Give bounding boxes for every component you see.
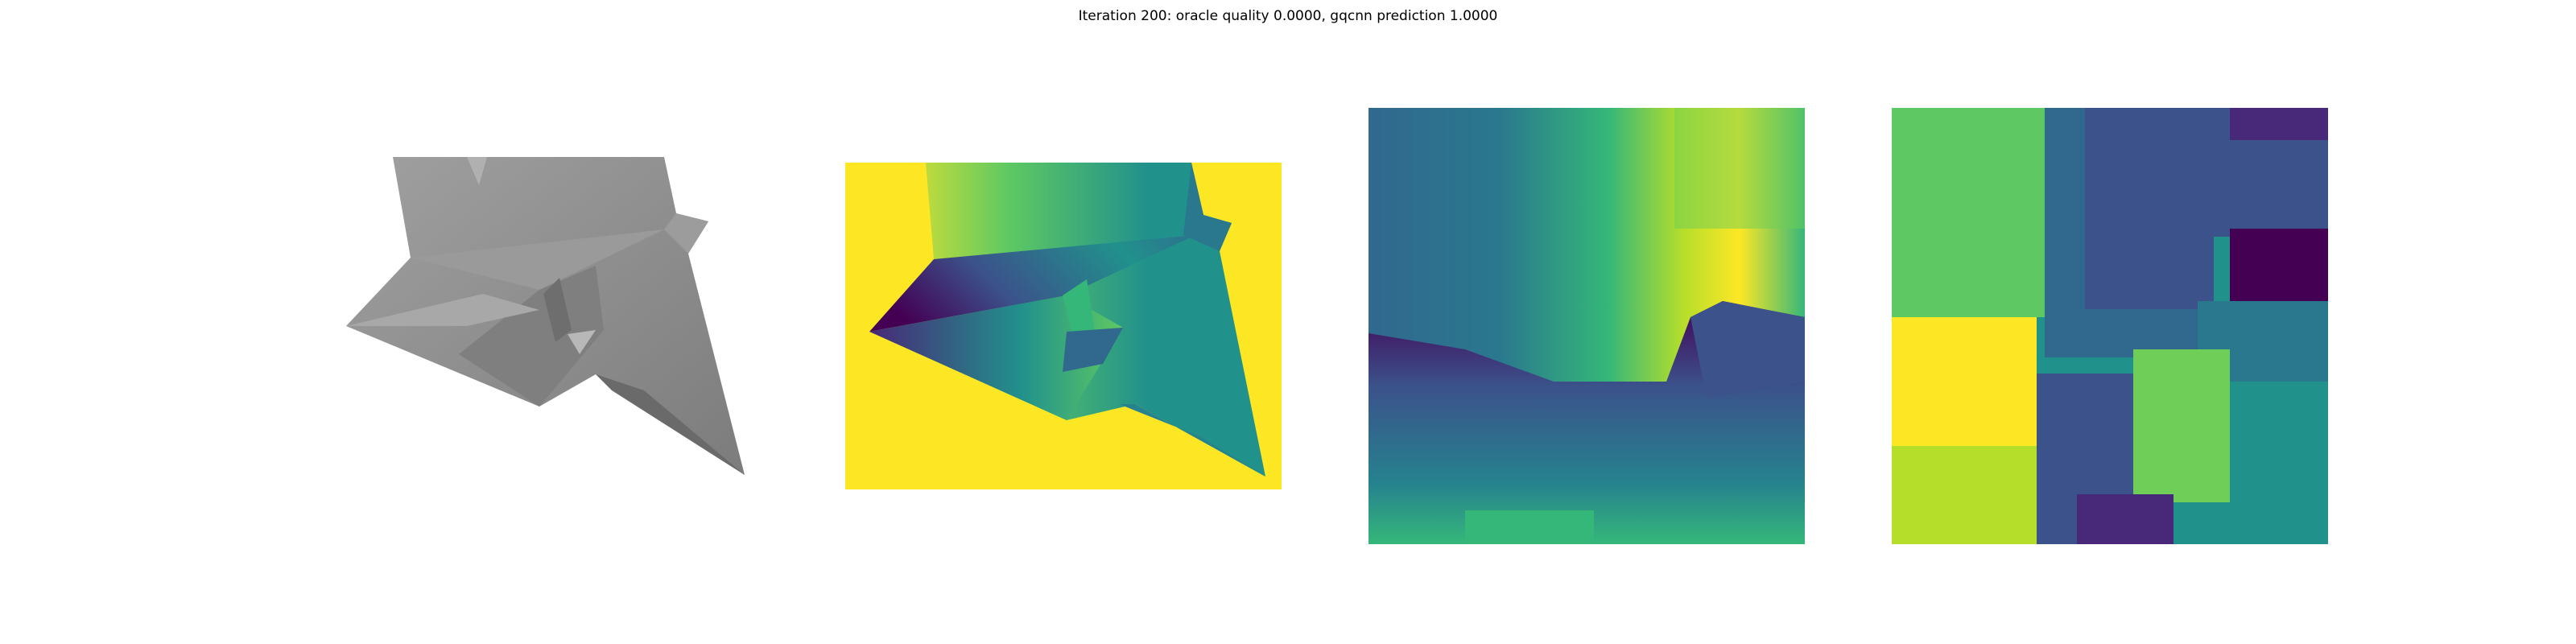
figure-title: Iteration 200: oracle quality 0.0000, gq…: [1078, 8, 1498, 24]
grasp-depth-crop-panel: [1368, 108, 1805, 544]
gradient-crop-panel: [1892, 108, 2328, 544]
depth-image: [845, 163, 1282, 489]
depth-image-panel: [845, 163, 1282, 489]
grasp-depth-crop: [1368, 108, 1805, 544]
mesh-render-image: [346, 157, 745, 475]
gradient-crop: [1892, 108, 2328, 544]
rendered-mesh-panel: [338, 157, 757, 487]
